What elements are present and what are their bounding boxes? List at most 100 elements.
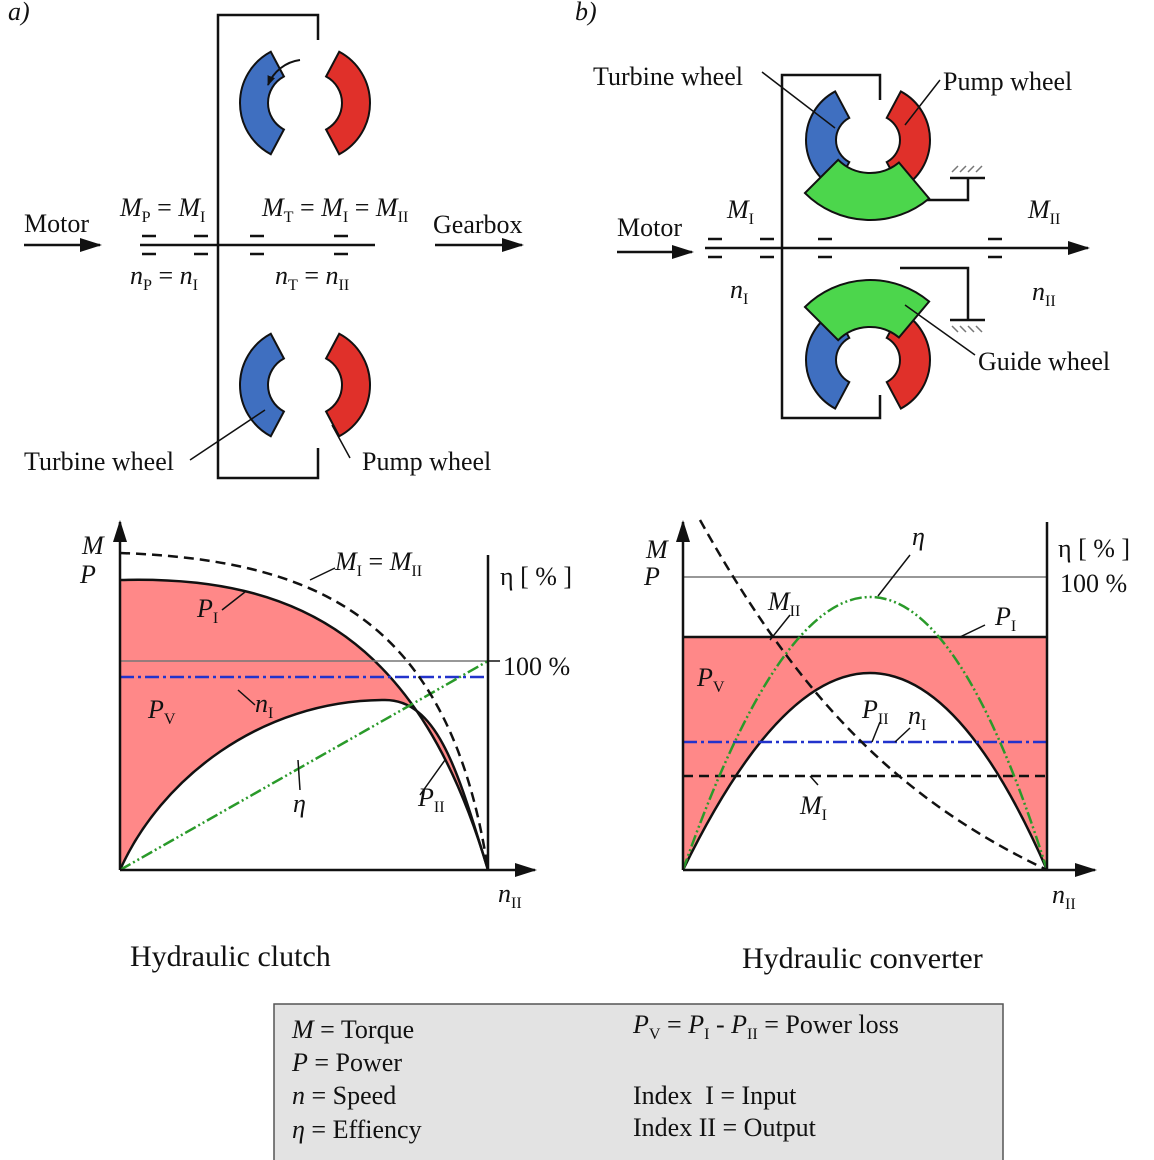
- turbine-half: [240, 334, 284, 436]
- text-part: = Power loss: [758, 1010, 899, 1039]
- text-part: P: [632, 1010, 649, 1039]
- subscript: II: [339, 277, 350, 294]
- text-part: M: [334, 547, 358, 576]
- caption: Hydraulic clutch: [130, 940, 331, 973]
- clutch-diagram: [24, 15, 522, 478]
- text-part: M: [291, 1015, 315, 1044]
- subscript: I: [213, 610, 218, 627]
- legend-item: Index II = Output: [633, 1113, 817, 1142]
- subscript: II: [878, 711, 889, 728]
- label: Turbine wheel: [24, 447, 174, 476]
- text-part: n: [292, 1081, 305, 1110]
- text-part: η: [292, 1115, 305, 1144]
- axis-label: M: [645, 535, 669, 564]
- subscript: V: [164, 711, 176, 728]
- subscript: II: [1065, 896, 1076, 913]
- subscript: I: [822, 807, 827, 824]
- figure: a) b) Motor Gearbox MP = MI nP = nI MT =…: [0, 0, 1154, 1160]
- text-part: P: [730, 1010, 747, 1039]
- subscript: II: [1045, 293, 1056, 310]
- label: Pump wheel: [943, 67, 1072, 96]
- text-part: = Torque: [314, 1015, 414, 1044]
- subscript: I: [921, 717, 926, 734]
- subscript: I: [193, 277, 198, 294]
- text-part: M: [375, 193, 399, 222]
- text-part: =: [294, 193, 322, 222]
- subscript: II: [398, 209, 409, 226]
- subscript: T: [284, 209, 294, 226]
- curve-label: η: [912, 522, 925, 551]
- text-part: P: [687, 1010, 704, 1039]
- text-part: M: [177, 193, 201, 222]
- text-part: = Power: [308, 1048, 402, 1077]
- text-part: =: [362, 547, 390, 576]
- text-part: -: [709, 1010, 731, 1039]
- formula: nII: [1032, 277, 1056, 310]
- label: Turbine wheel: [593, 62, 743, 91]
- text-part: n: [180, 261, 193, 290]
- converter-chart: [683, 520, 1095, 870]
- subscript: I: [268, 705, 273, 722]
- subscript: I: [749, 211, 754, 228]
- subscript: T: [288, 277, 298, 294]
- text-part: P: [291, 1048, 308, 1077]
- formula: MT = MI = MII: [261, 193, 408, 226]
- subscript: V: [713, 679, 725, 696]
- curve-label: MI = MII: [334, 547, 422, 580]
- text-part: = Speed: [305, 1081, 396, 1110]
- panel-label: a): [8, 0, 30, 26]
- text-part: n: [255, 689, 268, 718]
- label: 100 %: [1060, 569, 1127, 598]
- text-part: M: [1027, 195, 1051, 224]
- subscript: V: [649, 1026, 661, 1043]
- legend-item: Index I = Input: [633, 1081, 797, 1110]
- formula: MII: [1027, 195, 1060, 228]
- curve-label: PI: [994, 602, 1016, 635]
- text-part: n: [1032, 277, 1045, 306]
- subscript: P: [143, 277, 152, 294]
- curve-label: PII: [417, 783, 445, 816]
- text-part: n: [275, 261, 288, 290]
- text-part: P: [147, 695, 164, 724]
- legend-item: η = Effiency: [292, 1115, 422, 1144]
- axis-label: P: [643, 562, 660, 591]
- legend-item: P = Power: [291, 1048, 402, 1077]
- subscript: II: [411, 563, 422, 580]
- text-part: =: [661, 1010, 689, 1039]
- panel-label: b): [575, 0, 597, 26]
- formula: nT = nII: [275, 261, 349, 294]
- legend-item: PV = PI - PII = Power loss: [632, 1010, 899, 1043]
- curve-label: MII: [767, 587, 800, 620]
- formula: MI: [726, 195, 754, 228]
- formula: MP = MI: [119, 193, 205, 226]
- text-part: P: [696, 663, 713, 692]
- subscript: II: [511, 895, 522, 912]
- text-part: M: [767, 587, 791, 616]
- text-part: P: [861, 695, 878, 724]
- formula: nI: [730, 275, 748, 308]
- axis-label: nII: [498, 879, 522, 912]
- pump-half: [326, 334, 370, 436]
- subscript: II: [1050, 211, 1061, 228]
- text-part: M: [799, 791, 823, 820]
- text-part: n: [730, 275, 743, 304]
- caption: Hydraulic converter: [742, 942, 983, 975]
- subscript: II: [747, 1026, 758, 1043]
- axis-label: nII: [1052, 880, 1076, 913]
- text-part: M: [261, 193, 285, 222]
- label: Motor: [617, 213, 682, 242]
- text-part: M: [320, 193, 344, 222]
- text-part: M: [726, 195, 750, 224]
- clutch-chart: [120, 522, 535, 870]
- turbine-half: [240, 52, 284, 154]
- text-part: P: [994, 602, 1011, 631]
- text-part: P: [417, 783, 434, 812]
- label: Pump wheel: [362, 447, 491, 476]
- subscript: I: [1011, 618, 1016, 635]
- formula: nP = nI: [130, 261, 198, 294]
- text-part: n: [908, 701, 921, 730]
- label: Guide wheel: [978, 347, 1110, 376]
- axis-label: P: [79, 560, 96, 589]
- text-part: n: [498, 879, 511, 908]
- label: Gearbox: [433, 210, 523, 239]
